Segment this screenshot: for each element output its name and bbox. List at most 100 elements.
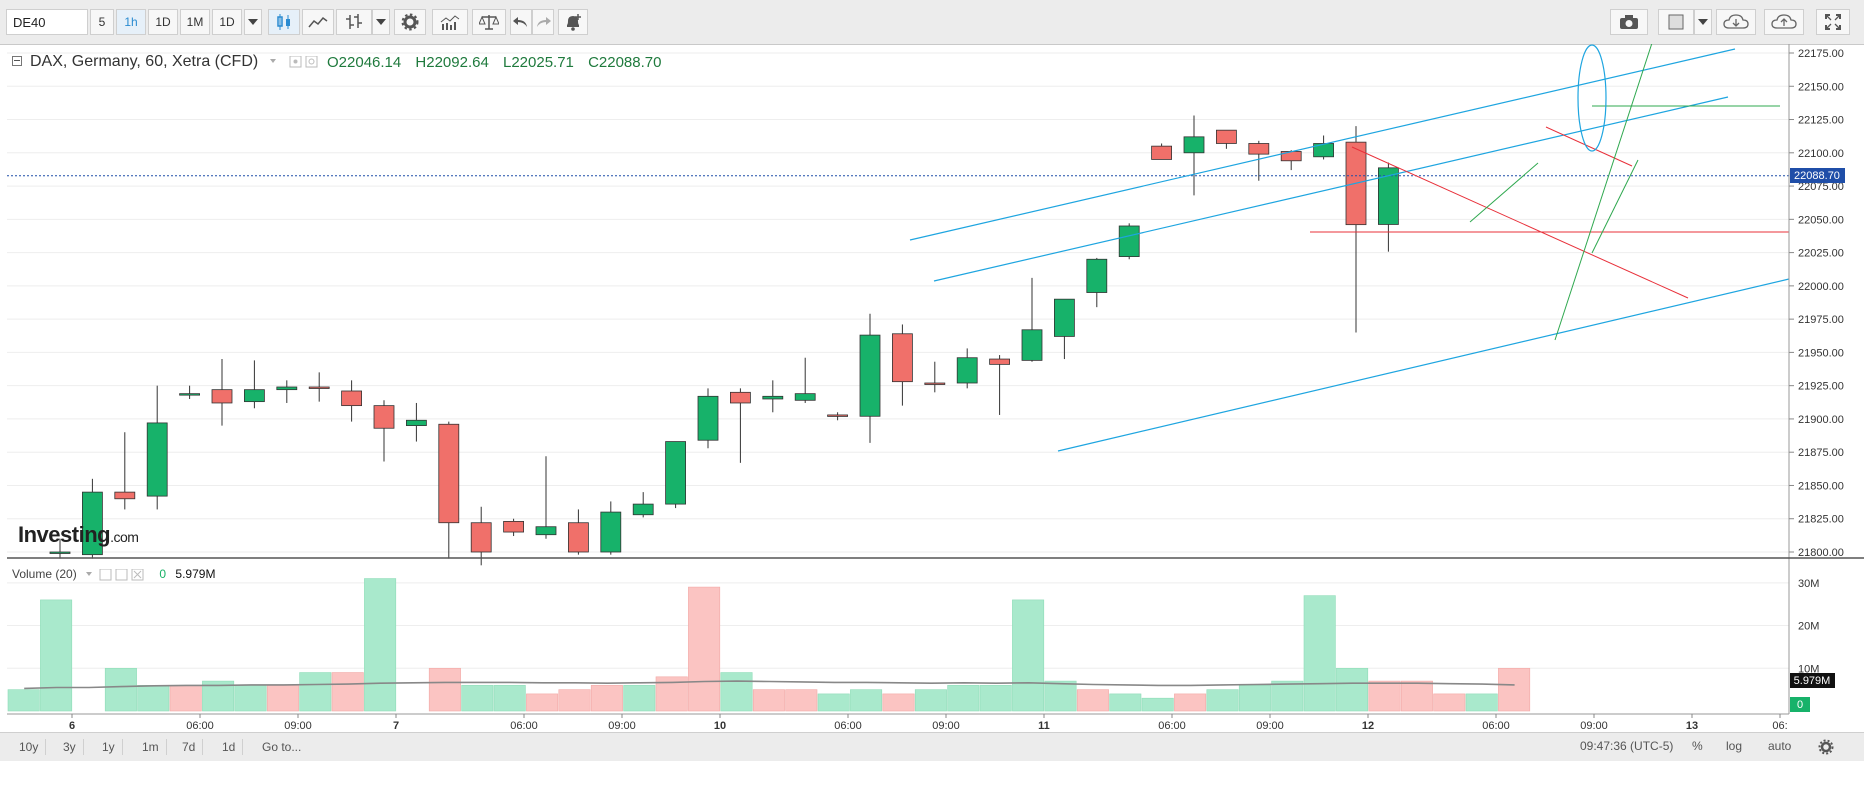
volume-bar [364, 578, 397, 712]
symbol-input[interactable]: DE40 [6, 9, 88, 35]
candle-body [405, 419, 427, 426]
volume-settings-icon[interactable] [115, 568, 128, 581]
range-10y-button[interactable]: 10y [12, 739, 47, 755]
interval-1d-button[interactable]: 1D [148, 9, 178, 35]
interval-1h-button[interactable]: 1h [116, 9, 146, 35]
interval-1m-button[interactable]: 1M [180, 9, 210, 35]
candle [956, 348, 978, 389]
time-tick-label: 06:00 [1482, 720, 1510, 732]
load-chart-button[interactable] [1716, 9, 1756, 35]
drawings[interactable] [909, 44, 1790, 452]
range-1d-button[interactable]: 1d [215, 739, 244, 755]
legend-dropdown-chevron-icon[interactable] [270, 59, 276, 63]
volume-legend-title: Volume (20) [12, 567, 77, 581]
chart-properties-gear-icon[interactable] [1818, 739, 1834, 755]
chart-type-dropdown-chevron-icon[interactable] [372, 9, 390, 35]
add-alert-button[interactable] [558, 9, 588, 35]
settings-small-icon[interactable] [305, 56, 318, 68]
candle [632, 492, 654, 518]
cloud-upload-icon [1771, 14, 1797, 29]
candle-body [600, 511, 622, 553]
candle-body [892, 333, 913, 383]
price-tick-label: 22075.00 [1798, 181, 1844, 193]
volume-bar [1303, 595, 1336, 712]
collapse-legend-icon[interactable] [12, 56, 22, 66]
red-trend-line[interactable] [1351, 146, 1689, 299]
eye-icon[interactable] [289, 56, 302, 68]
interval-5-button[interactable]: 5 [90, 9, 114, 35]
volume-bar [817, 693, 850, 712]
volume-bar [1465, 693, 1498, 712]
range-3y-button[interactable]: 3y [56, 739, 84, 755]
green-trend-line[interactable] [1554, 44, 1653, 341]
green-pattern-line[interactable] [1469, 162, 1539, 223]
open-value: O22046.14 [327, 54, 402, 71]
go-to-date-button[interactable]: Go to... [262, 740, 302, 754]
redo-button[interactable] [532, 9, 554, 35]
layout-button[interactable] [1658, 9, 1694, 35]
price-tick-label: 21825.00 [1798, 514, 1844, 526]
candle-body [179, 393, 201, 396]
log-scale-button[interactable]: log [1726, 739, 1743, 753]
auto-scale-button[interactable]: auto [1768, 739, 1792, 753]
range-1y-button[interactable]: 1y [95, 739, 123, 755]
volume-bar [1336, 667, 1369, 712]
time-tick-label: 7 [393, 720, 399, 732]
candle [730, 388, 751, 463]
green-short-trend-line[interactable] [1591, 159, 1639, 254]
indicators-button[interactable] [432, 9, 468, 35]
candles-chart-type-button[interactable] [268, 9, 300, 35]
time-tick-label: 06:00 [834, 720, 862, 732]
candle [535, 456, 557, 539]
volume-bar [299, 672, 332, 712]
volume-moving-average-line [24, 680, 1515, 690]
price-tick-label: 22175.00 [1798, 48, 1844, 60]
candle [49, 538, 71, 559]
volume-bar [1076, 689, 1109, 712]
volume-bar [1174, 693, 1207, 712]
price-chart[interactable]: 22175.00 22150.00 22125.00 22100.00 22075.00… [0, 44, 1864, 760]
candle [1054, 298, 1075, 360]
range-7d-button[interactable]: 7d [175, 739, 204, 755]
save-chart-button[interactable] [1764, 9, 1804, 35]
bars-chart-type-button[interactable] [336, 9, 372, 35]
volume-bar [1368, 680, 1401, 712]
legend-controls[interactable] [270, 56, 320, 68]
settings-button[interactable] [394, 9, 426, 35]
candle [341, 380, 363, 422]
candle-body [211, 389, 233, 404]
range-1m-button[interactable]: 1m [135, 739, 167, 755]
volume-eye-icon[interactable] [99, 568, 112, 581]
undo-button[interactable] [510, 9, 532, 35]
fullscreen-button[interactable] [1816, 9, 1850, 35]
compare-button[interactable] [472, 9, 506, 35]
interval-custom-button[interactable]: 1D [212, 9, 242, 35]
interval-dropdown-chevron-icon[interactable] [244, 9, 262, 35]
candle [211, 359, 233, 426]
volume-bar [40, 599, 73, 712]
screenshot-button[interactable] [1610, 9, 1648, 35]
channel-upper-line[interactable] [909, 48, 1736, 241]
volume-bar [169, 685, 202, 712]
price-axis[interactable]: 22175.00 22150.00 22125.00 22100.00 22075.00… [1789, 48, 1844, 559]
volume-close-icon[interactable] [131, 568, 144, 581]
volume-legend-controls[interactable] [86, 568, 148, 581]
clock-timezone[interactable]: 09:47:36 (UTC-5) [1580, 739, 1674, 753]
channel-middle-line[interactable] [933, 96, 1729, 282]
time-axis[interactable]: 6 06:00 09:00 7 06:00 09:00 10 06:00 09:00 11 06:0… [69, 714, 1788, 732]
volume-axis[interactable]: 30M 20M 10M [1798, 578, 1819, 675]
percent-scale-button[interactable]: % [1692, 739, 1703, 753]
fullscreen-icon [1825, 14, 1841, 30]
volume-bar [428, 667, 461, 712]
channel-lower-line[interactable] [1057, 278, 1790, 452]
candle [405, 402, 427, 442]
volume-dropdown-chevron-icon[interactable] [86, 571, 93, 576]
red-short-trend-line[interactable] [1545, 126, 1633, 167]
volume-bar [623, 685, 656, 712]
volume-bar [850, 689, 883, 712]
area-chart-type-button[interactable] [302, 9, 334, 35]
candle [892, 324, 913, 406]
highlight-ellipse[interactable] [1577, 44, 1607, 152]
volume-bar [331, 672, 364, 712]
layout-dropdown-chevron-icon[interactable] [1694, 9, 1712, 35]
